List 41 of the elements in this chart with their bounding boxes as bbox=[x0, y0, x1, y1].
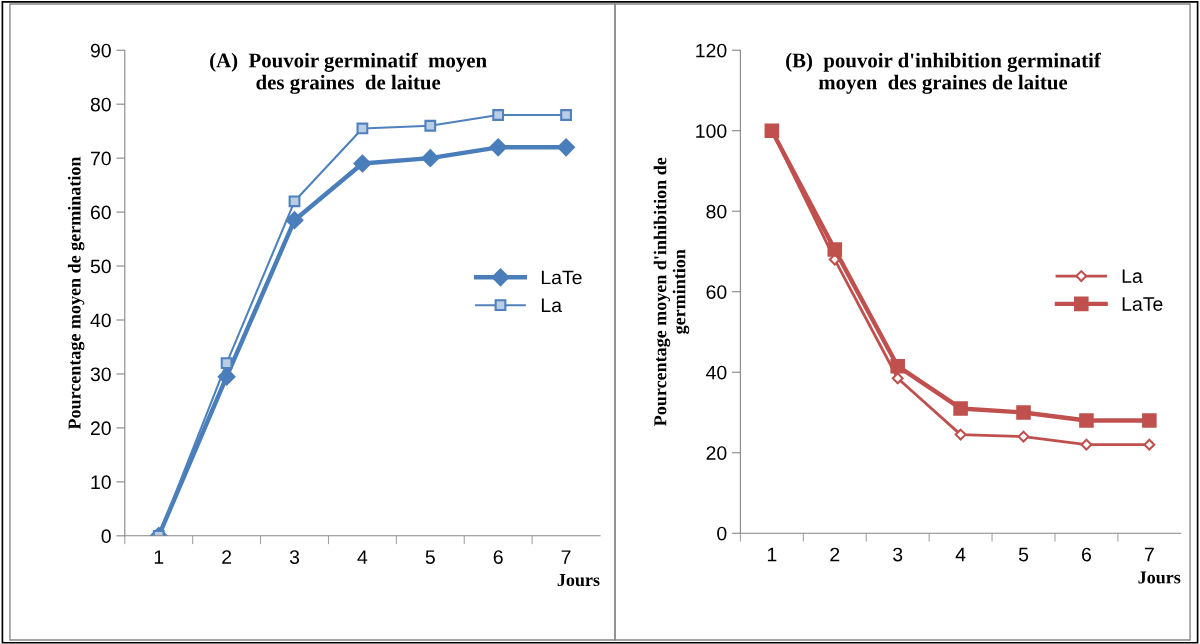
y-tick-label: 20 bbox=[90, 421, 111, 436]
x-tick-label: 5 bbox=[1018, 547, 1029, 562]
y-axis-title: Pourcentage moyen de germination bbox=[67, 156, 85, 430]
y-tick-label: 20 bbox=[706, 446, 727, 460]
y-tick-label: 40 bbox=[90, 313, 111, 328]
legend-label: La bbox=[1122, 269, 1143, 284]
x-tick-label: 6 bbox=[493, 550, 503, 564]
y-tick-label: 80 bbox=[90, 97, 111, 112]
y-tick-label: 10 bbox=[91, 475, 111, 490]
x-tick-label: 7 bbox=[1144, 547, 1154, 562]
x-tick-label: 4 bbox=[357, 550, 368, 564]
y-tick-label: 120 bbox=[696, 43, 727, 58]
y-axis-title: Pourcentage moyen d'inhibition de germintion bbox=[653, 157, 690, 426]
legend-label: LaTe bbox=[541, 270, 582, 285]
x-tick-label: 1 bbox=[767, 547, 777, 562]
x-tick-label: 5 bbox=[425, 550, 435, 564]
x-tick-label: 2 bbox=[830, 547, 840, 562]
y-tick-label: 60 bbox=[706, 285, 727, 299]
x-tick-label: 3 bbox=[289, 550, 300, 564]
y-tick-label: 0 bbox=[717, 526, 727, 541]
y-tick-label: 100 bbox=[696, 124, 727, 138]
text: (B) pouvoir d'inhibition germinatif moyen des graines de laitue bbox=[786, 52, 1102, 94]
x-tick-label: 3 bbox=[893, 547, 903, 562]
y-tick-label: 40 bbox=[706, 365, 727, 380]
y-tick-label: 90 bbox=[90, 43, 111, 58]
y-tick-label: 60 bbox=[90, 205, 111, 220]
x-axis-title: Jours bbox=[1138, 571, 1181, 584]
y-tick-label: 0 bbox=[101, 529, 111, 544]
y-tick-label: 50 bbox=[90, 259, 111, 274]
y-tick-label: 70 bbox=[90, 151, 111, 166]
y-tick-label: 30 bbox=[90, 367, 111, 382]
legend-label: LaTe bbox=[1122, 297, 1163, 311]
y-tick-label: 80 bbox=[706, 204, 727, 219]
x-axis-title: Jours bbox=[557, 574, 600, 587]
text: (A) Pouvoir germinatif moyen des graines de laitue bbox=[210, 52, 487, 94]
x-tick-label: 2 bbox=[222, 550, 232, 564]
x-tick-label: 4 bbox=[955, 547, 966, 562]
x-tick-label: 1 bbox=[154, 550, 164, 564]
x-tick-label: 6 bbox=[1082, 547, 1091, 562]
x-tick-label: 7 bbox=[561, 550, 571, 564]
legend-label: La bbox=[541, 298, 562, 313]
